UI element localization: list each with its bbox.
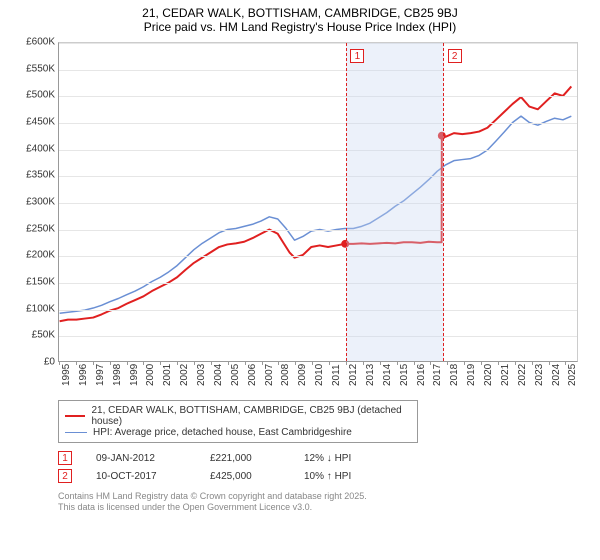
x-axis-tick-label: 2025	[567, 356, 600, 386]
event-tag-number: 2	[58, 469, 72, 483]
legend-swatch	[65, 415, 85, 417]
y-axis-tick-label: £550K	[15, 63, 55, 74]
event-date: 10-OCT-2017	[96, 471, 186, 482]
plot-area: 12	[58, 42, 578, 362]
y-axis-tick-label: £300K	[15, 197, 55, 208]
legend-item: 21, CEDAR WALK, BOTTISHAM, CAMBRIDGE, CB…	[65, 405, 411, 427]
y-axis-tick-label: £200K	[15, 250, 55, 261]
legend-label: 21, CEDAR WALK, BOTTISHAM, CAMBRIDGE, CB…	[91, 405, 411, 427]
y-axis-tick-label: £100K	[15, 303, 55, 314]
legend-box: 21, CEDAR WALK, BOTTISHAM, CAMBRIDGE, CB…	[58, 400, 418, 443]
event-price: £425,000	[210, 471, 280, 482]
event-delta: 12% ↓ HPI	[304, 453, 404, 464]
y-axis-tick-label: £50K	[15, 330, 55, 341]
y-axis-tick-label: £250K	[15, 223, 55, 234]
events-table: 1 09-JAN-2012 £221,000 12% ↓ HPI 2 10-OCT-201…	[58, 449, 590, 485]
y-axis-tick-label: £150K	[15, 277, 55, 288]
event-marker-tag: 2	[448, 49, 462, 63]
legend-item: HPI: Average price, detached house, East…	[65, 427, 411, 438]
event-row: 2 10-OCT-2017 £425,000 10% ↑ HPI	[58, 467, 590, 485]
event-price: £221,000	[210, 453, 280, 464]
y-axis-tick-label: £400K	[15, 143, 55, 154]
footer-line-2: This data is licensed under the Open Gov…	[58, 502, 590, 513]
event-delta: 10% ↑ HPI	[304, 471, 404, 482]
title-line-2: Price paid vs. HM Land Registry's House …	[10, 20, 590, 34]
legend-swatch	[65, 432, 87, 433]
legend-label: HPI: Average price, detached house, East…	[93, 427, 352, 438]
event-row: 1 09-JAN-2012 £221,000 12% ↓ HPI	[58, 449, 590, 467]
y-axis-tick-label: £0	[15, 357, 55, 368]
event-tag-number: 1	[58, 451, 72, 465]
footer-line-1: Contains HM Land Registry data © Crown c…	[58, 491, 590, 502]
event-marker-tag: 1	[350, 49, 364, 63]
highlight-band	[346, 43, 443, 361]
event-date: 09-JAN-2012	[96, 453, 186, 464]
y-axis-tick-label: £450K	[15, 117, 55, 128]
line-series-svg	[59, 43, 577, 361]
y-axis-tick-label: £600K	[15, 37, 55, 48]
title-line-1: 21, CEDAR WALK, BOTTISHAM, CAMBRIDGE, CB…	[10, 6, 590, 20]
footer-attribution: Contains HM Land Registry data © Crown c…	[58, 491, 590, 513]
y-axis-tick-label: £500K	[15, 90, 55, 101]
chart-container: 21, CEDAR WALK, BOTTISHAM, CAMBRIDGE, CB…	[0, 0, 600, 560]
title-block: 21, CEDAR WALK, BOTTISHAM, CAMBRIDGE, CB…	[10, 6, 590, 34]
y-axis-tick-label: £350K	[15, 170, 55, 181]
chart-area: 12 £0£50K£100K£150K£200K£250K£300K£350K£…	[10, 38, 590, 398]
